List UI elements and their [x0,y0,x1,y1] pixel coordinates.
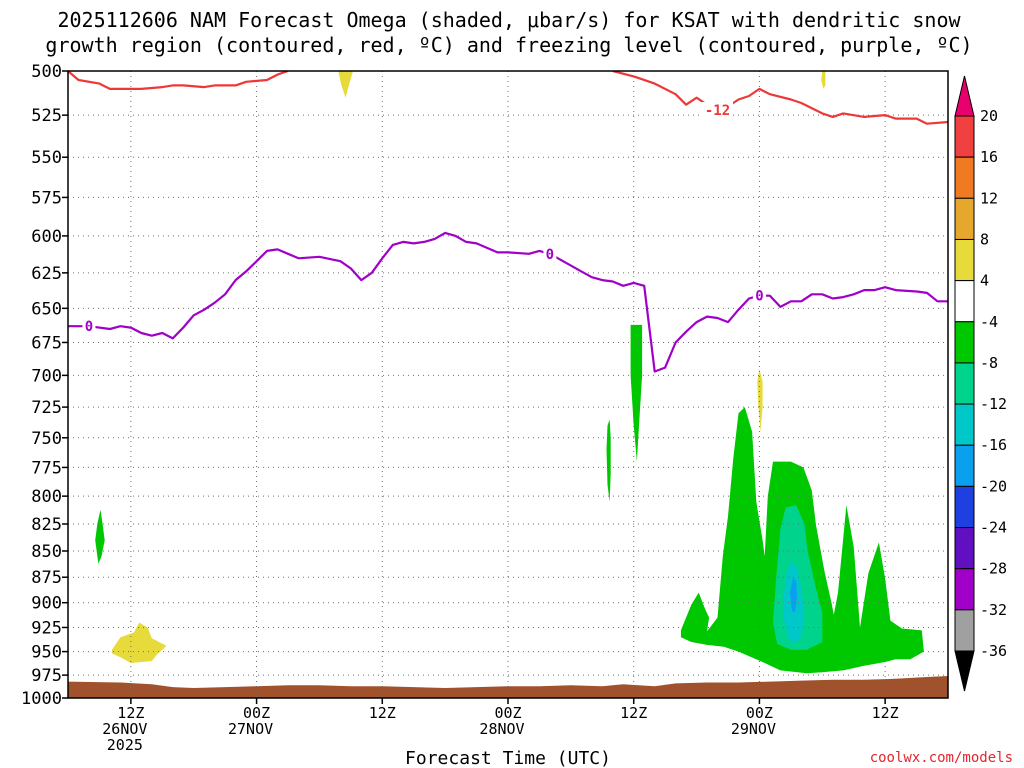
omega-region-3 [112,622,167,663]
grid-layer [68,71,948,698]
x-axis-label: Forecast Time (UTC) [405,748,611,768]
y-tick-label-1000: 1000 [21,689,62,709]
y-tick-label-500: 500 [31,62,62,82]
colorbar-bin-10 [954,527,975,570]
colorbar-bin-11 [954,568,975,611]
colorbar-level-label-0: 20 [980,107,998,125]
colorbar-bin-3 [954,238,975,282]
y-tick-label-725: 725 [31,398,62,418]
contour-label-0: -12 [705,103,730,119]
omega-region-4 [95,509,105,564]
colorbar-bin-8 [954,444,975,487]
colorbar-bin-1 [954,156,975,199]
colorbar-level-label-4: 4 [980,272,989,290]
contour-label-3: 0 [755,289,763,305]
y-tick-label-750: 750 [31,429,62,449]
x-tick-label-6-2: 2025 [107,736,143,754]
omega-region-6 [630,324,643,462]
contour-label-1: 0 [85,319,93,335]
y-tick-label-650: 650 [31,299,62,319]
x-tick-label-18-0: 00Z [243,704,270,722]
colorbar-bin-6 [954,362,975,405]
y-tick-label-575: 575 [31,188,62,208]
x-tick-label-6-0: 12Z [117,704,144,722]
colorbar-level-label-8: -16 [980,436,1007,454]
contour-label-layer: -12 0 0 0 [82,101,766,335]
colorbar-bin-2 [954,197,975,240]
colorbar-bin-12 [954,609,975,652]
y-tick-label-675: 675 [31,333,62,353]
colorbar-level-label-1: 16 [980,148,998,166]
colorbar-level-label-12: -32 [980,601,1007,619]
omega-region-5 [606,419,611,502]
colorbar-bin-4 [954,280,975,323]
colorbar-bin-9 [954,485,975,529]
chart-title-line-1: 2025112606 NAM Forecast Omega (shaded, μ… [57,8,961,32]
colorbar-bin-5 [954,321,975,364]
x-tick-label-42-0: 00Z [494,704,521,722]
colorbar-bin-7 [954,403,975,446]
colorbar-level-label-13: -36 [980,642,1007,660]
omega-region-1 [821,71,826,89]
colorbar: 20 16 12 8 4 -4 -8 -12 -16 -20 -24 -28 -32 -36 [954,75,1007,692]
y-tick-label-975: 975 [31,666,62,686]
y-axis-ticks: 500 525 550 575 600 625 650 675 700 725 750 775 800 8… [21,62,68,709]
y-tick-label-600: 600 [31,227,62,247]
omega-shading-layer [95,71,924,674]
colorbar-top-arrow [954,75,975,117]
contour-label-bg-0 [702,101,734,117]
y-tick-label-775: 775 [31,458,62,478]
omega-region-2 [757,368,763,432]
colorbar-level-label-2: 12 [980,189,998,207]
x-tick-label-18-1: 27NOV [228,720,273,738]
omega-region-10 [789,577,798,613]
y-tick-label-550: 550 [31,148,62,168]
y-tick-label-875: 875 [31,568,62,588]
colorbar-level-label-7: -12 [980,395,1007,413]
x-tick-label-66-0: 00Z [746,704,773,722]
contour-label-bg-3 [752,287,766,303]
contour-line-2 [68,231,948,373]
colorbar-bin-0 [954,115,975,158]
x-tick-label-78-0: 12Z [872,704,899,722]
x-tick-label-30-0: 12Z [369,704,396,722]
y-tick-label-950: 950 [31,643,62,663]
y-tick-label-525: 525 [31,106,62,126]
colorbar-level-label-9: -20 [980,477,1007,495]
contour-line-1 [612,71,948,125]
colorbar-bottom-arrow [954,650,975,692]
contour-label-bg-2 [543,245,557,261]
y-tick-label-850: 850 [31,542,62,562]
x-tick-label-66-1: 29NOV [731,720,776,738]
contour-label-2: 0 [546,247,554,263]
y-tick-label-925: 925 [31,618,62,638]
colorbar-level-label-3: 8 [980,230,989,248]
contour-line-0 [68,71,289,91]
y-tick-label-825: 825 [31,515,62,535]
y-tick-label-900: 900 [31,594,62,614]
x-tick-label-42-1: 28NOV [479,720,524,738]
omega-region-0 [338,71,353,98]
credit-text: coolwx.com/models [870,750,1013,766]
colorbar-level-label-6: -8 [980,354,998,372]
y-tick-label-700: 700 [31,366,62,386]
chart-title-line-2: growth region (contoured, red, ºC) and f… [45,33,972,57]
colorbar-level-label-10: -24 [980,519,1007,537]
contour-label-bg-1 [82,318,96,334]
x-tick-label-54-0: 12Z [620,704,647,722]
colorbar-level-label-5: -4 [980,313,998,331]
x-tick-label-6-1: 26NOV [102,720,147,738]
y-tick-label-625: 625 [31,264,62,284]
contour-layer [68,71,948,373]
colorbar-level-label-11: -28 [980,560,1007,578]
y-tick-label-800: 800 [31,487,62,507]
